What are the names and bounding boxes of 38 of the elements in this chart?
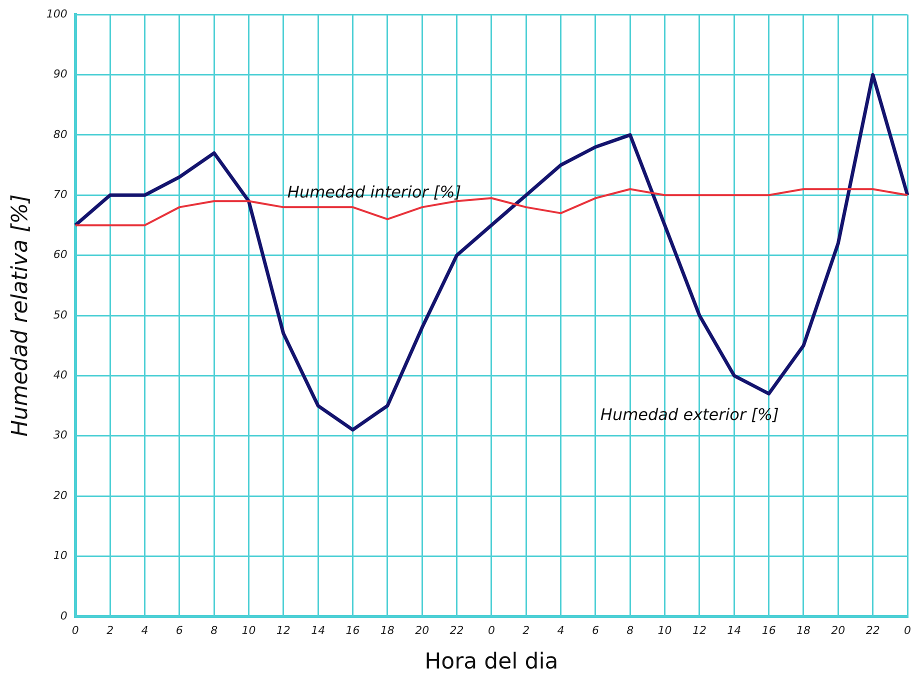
y-tick-label: 10 xyxy=(53,549,68,562)
x-tick-label: 0 xyxy=(72,624,79,637)
y-axis-title: Humedad relativa [%] xyxy=(8,194,33,437)
y-tick-label: 100 xyxy=(46,7,68,20)
x-tick-label: 2 xyxy=(106,624,114,637)
x-tick-label: 2 xyxy=(522,624,530,637)
y-tick-label: 60 xyxy=(53,248,68,262)
x-tick-label: 12 xyxy=(276,624,290,637)
y-tick-label: 70 xyxy=(53,188,68,201)
y-tick-label: 30 xyxy=(53,428,68,442)
x-tick-label: 0 xyxy=(904,624,911,637)
y-tick-label: 90 xyxy=(53,68,68,81)
x-tick-label: 16 xyxy=(762,624,776,637)
x-tick-label: 8 xyxy=(626,624,634,637)
y-tick-label: 50 xyxy=(53,308,68,322)
y-tick-label: 80 xyxy=(53,128,68,141)
x-tick-label: 14 xyxy=(311,624,326,637)
x-tick-label: 14 xyxy=(727,624,742,637)
x-tick-label: 10 xyxy=(658,624,672,637)
x-tick-label: 6 xyxy=(176,624,183,637)
x-tick-label: 4 xyxy=(141,624,148,637)
x-tick-label: 0 xyxy=(488,624,495,637)
x-tick-label: 22 xyxy=(866,624,880,637)
x-tick-label: 18 xyxy=(796,624,810,637)
x-tick-label: 10 xyxy=(242,624,256,637)
x-tick-label: 16 xyxy=(346,624,360,637)
x-tick-label: 12 xyxy=(692,624,706,637)
x-tick-label: 22 xyxy=(450,624,464,637)
x-tick-label: 20 xyxy=(415,624,430,637)
x-tick-label: 20 xyxy=(831,624,846,637)
x-tick-label: 8 xyxy=(210,624,218,637)
x-tick-label: 4 xyxy=(557,624,564,637)
x-tick-label: 18 xyxy=(380,624,394,637)
x-tick-label: 6 xyxy=(592,624,599,637)
y-tick-label: 40 xyxy=(53,368,68,382)
x-axis-title: Hora del dia xyxy=(424,650,558,675)
y-tick-label: 20 xyxy=(53,488,68,502)
y-tick-label: 0 xyxy=(60,609,68,622)
